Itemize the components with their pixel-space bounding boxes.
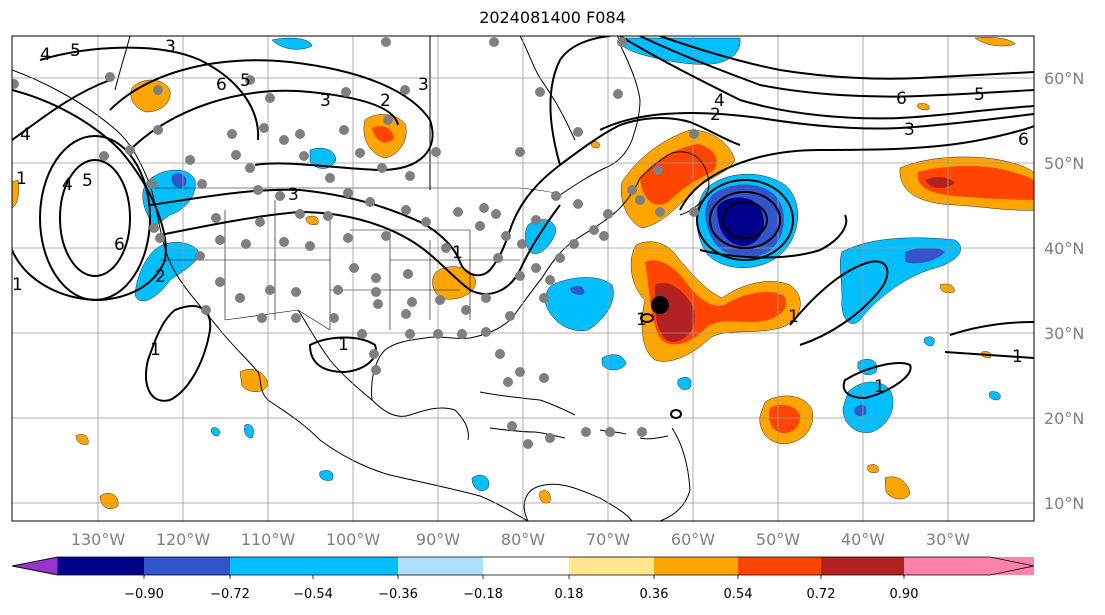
colorbar-swatch [654, 557, 738, 575]
contour-label: 3 [418, 75, 429, 95]
contour-label: 2 [380, 91, 391, 111]
contour-label: 5 [82, 171, 93, 191]
contour-label: 1 [1012, 347, 1023, 367]
colorbar-tick-label: 0.18 [555, 587, 584, 602]
lat-label: 60°N [1044, 69, 1084, 88]
colorbar: −0.90 −0.72 −0.54 −0.36 −0.18 0.18 0.36 … [11, 556, 1035, 602]
contour-label: 6 [216, 75, 227, 95]
graticule [12, 36, 1034, 521]
lon-label: 30°W [926, 530, 970, 549]
lat-label: 10°N [1044, 494, 1084, 513]
storm-center-marker [651, 296, 669, 314]
lon-label: 80°W [501, 530, 545, 549]
colorbar-swatch [58, 557, 144, 575]
colorbar-extend-low [11, 556, 59, 576]
contour-label: 5 [974, 85, 985, 105]
colorbar-tick-label: −0.90 [124, 587, 164, 602]
anomaly-shading [12, 37, 1034, 509]
contour-label: 4 [20, 125, 31, 145]
contour-label: 1 [150, 340, 161, 360]
contour-label: 6 [114, 235, 125, 255]
colorbar-swatch [483, 557, 569, 575]
colorbar-swatch [821, 557, 904, 575]
lat-label: 50°N [1044, 154, 1084, 173]
colorbar-swatch [230, 557, 313, 575]
colorbar-swatch [569, 557, 654, 575]
map-title: 2024081400 F084 [479, 8, 626, 27]
contour-label: 1 [636, 310, 647, 330]
contour-label-group: 4 5 3 6 5 3 2 3 4 2 6 5 3 4 1 4 5 6 1 1 … [12, 37, 1029, 397]
lon-label: 130°W [71, 530, 126, 549]
contour-label: 3 [165, 37, 176, 57]
map-plot-area: 4 5 3 6 5 3 2 3 4 2 6 5 3 4 1 4 5 6 1 1 … [12, 36, 1034, 521]
latitude-labels: 60°N 50°N 40°N 30°N 20°N 10°N [1044, 69, 1084, 513]
contour-label: 2 [155, 267, 166, 287]
contour-label: 1 [338, 335, 349, 355]
map-frame [11, 35, 1035, 522]
contour-label: 6 [1018, 130, 1029, 150]
lat-label: 30°N [1044, 324, 1084, 343]
colorbar-swatch [398, 557, 483, 575]
contour-label: 5 [70, 41, 81, 61]
lon-label: 90°W [416, 530, 460, 549]
longitude-labels: 130°W 120°W 110°W 100°W 90°W 80°W 70°W 6… [71, 530, 970, 549]
lon-label: 40°W [841, 530, 885, 549]
contour-label: 3 [904, 120, 915, 140]
station-markers [12, 37, 699, 449]
contour-lines [12, 36, 1034, 419]
contour-label: 1 [874, 377, 885, 397]
colorbar-tick-label: 0.36 [640, 587, 669, 602]
colorbar-tick-label: −0.36 [378, 587, 418, 602]
colorbar-tick-label: −0.72 [210, 587, 250, 602]
contour-label: 6 [896, 89, 907, 109]
colorbar-swatch [738, 557, 821, 575]
contour-label: 1 [16, 169, 27, 189]
contour-label: 5 [240, 71, 251, 91]
contour-label: 2 [710, 105, 721, 125]
colorbar-tick-label: −0.54 [293, 587, 333, 602]
borders [150, 187, 561, 331]
colorbar-tick-label: 0.90 [890, 587, 919, 602]
contour-label: 1 [788, 307, 799, 327]
contour-label: 1 [452, 243, 463, 263]
colorbar-tick-label: 0.72 [807, 587, 836, 602]
contour-label: 1 [12, 275, 23, 295]
negative-anomaly-region [842, 381, 894, 433]
lon-label: 100°W [326, 530, 381, 549]
colorbar-tick-label: 0.54 [724, 587, 753, 602]
colorbar-tick-label: −0.18 [463, 587, 503, 602]
contour-label: 3 [320, 91, 331, 111]
colorbar-swatch [313, 557, 398, 575]
lon-label: 60°W [671, 530, 715, 549]
lat-label: 40°N [1044, 239, 1084, 258]
contour-label: 4 [40, 45, 51, 65]
colorbar-swatch [144, 557, 230, 575]
lon-label: 110°W [241, 530, 296, 549]
contour-label: 4 [62, 175, 73, 195]
lon-label: 70°W [586, 530, 630, 549]
lon-label: 50°W [756, 530, 800, 549]
contour-label: 3 [288, 185, 299, 205]
lon-label: 120°W [156, 530, 211, 549]
lat-label: 20°N [1044, 409, 1084, 428]
contour-label: 4 [714, 91, 725, 111]
